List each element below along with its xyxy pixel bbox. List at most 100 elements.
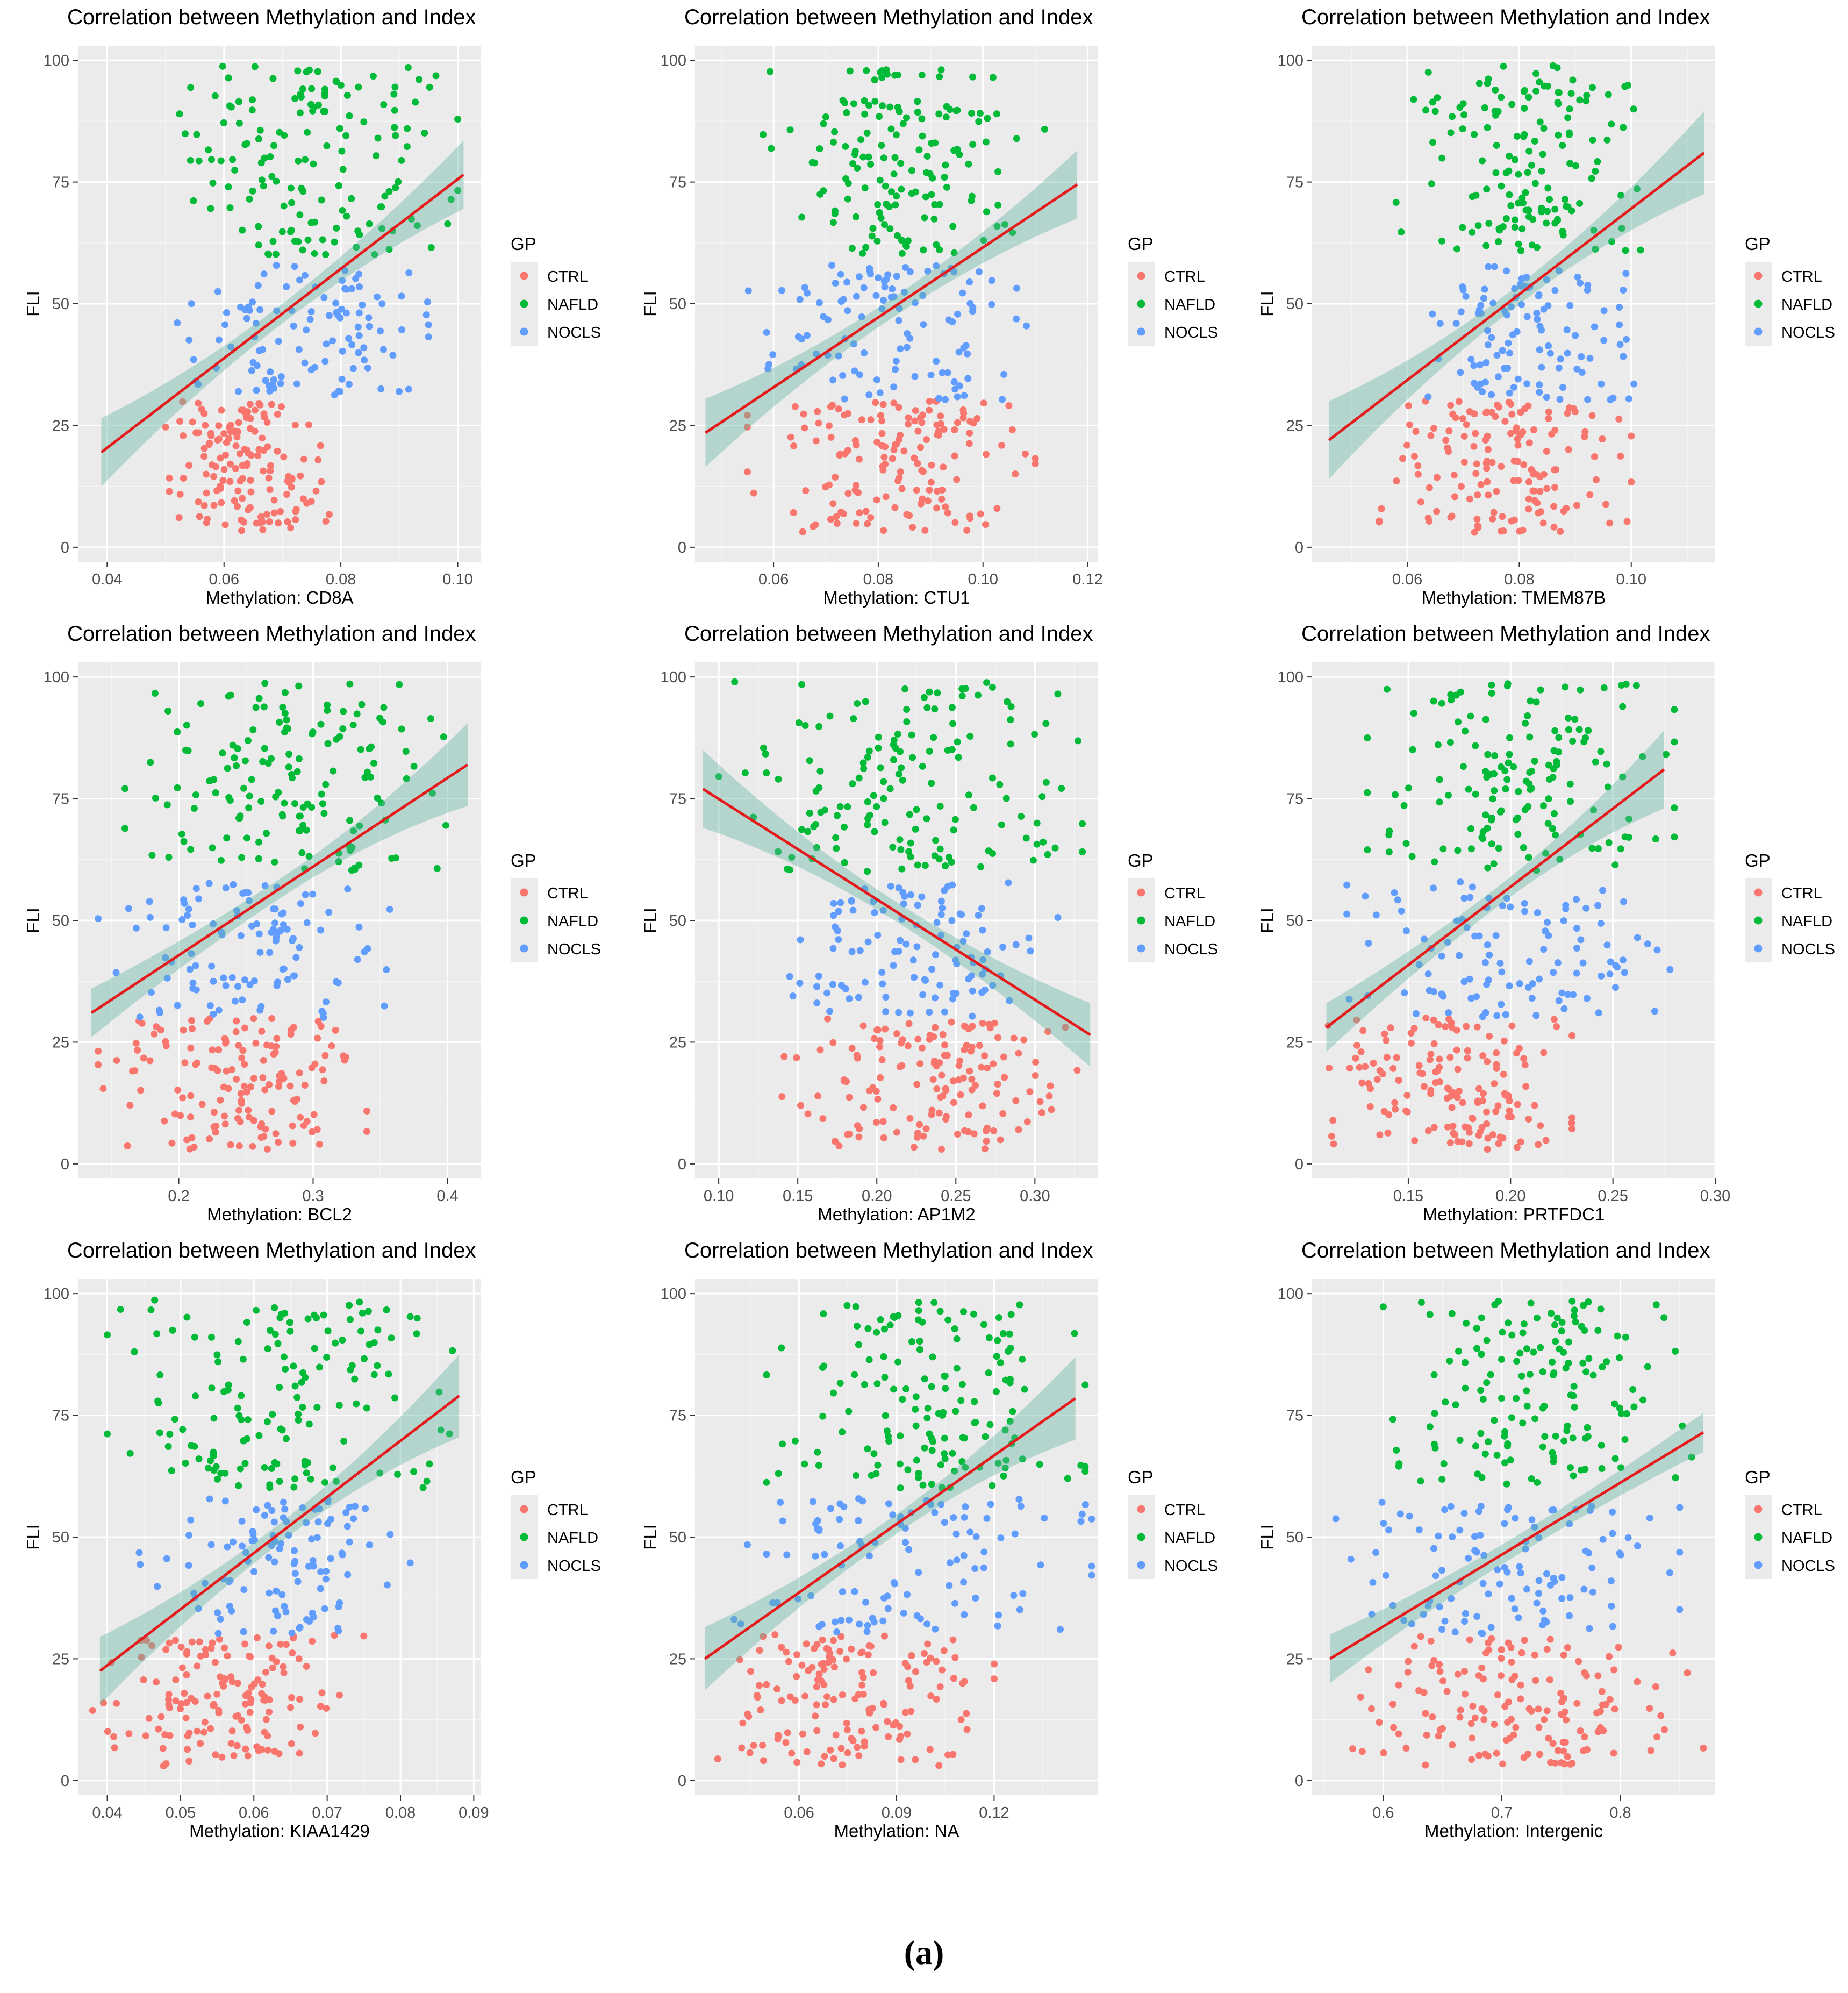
data-point-ctrl [949, 1751, 957, 1758]
x-axis-title: Methylation: Intergenic [1424, 1821, 1603, 1841]
legend-label: NAFLD [1164, 1530, 1215, 1547]
data-point-nafld [915, 1299, 922, 1306]
data-point-ctrl [1403, 441, 1411, 449]
data-point-nafld [210, 776, 218, 783]
data-point-nocls [240, 1628, 247, 1635]
data-point-nafld [1457, 688, 1464, 696]
data-point-nafld [849, 160, 857, 167]
data-point-ctrl [1700, 1744, 1707, 1752]
data-point-ctrl [1430, 1124, 1438, 1131]
data-point-ctrl [1376, 1067, 1384, 1074]
data-point-nocls [342, 309, 350, 317]
data-point-nocls [248, 367, 255, 374]
data-point-nocls [310, 1562, 317, 1570]
data-point-ctrl [948, 1018, 955, 1026]
data-point-nocls [999, 944, 1007, 951]
data-point-nocls [146, 898, 153, 905]
data-point-nafld [982, 138, 990, 146]
data-point-ctrl [1469, 1734, 1476, 1742]
data-point-ctrl [897, 1039, 905, 1047]
data-point-ctrl [793, 1759, 801, 1766]
data-point-ctrl [912, 1668, 919, 1675]
data-point-nafld [1545, 795, 1552, 803]
data-point-ctrl [1557, 528, 1564, 535]
data-point-ctrl [283, 490, 291, 498]
data-point-ctrl [858, 416, 865, 424]
data-point-nocls [1449, 1533, 1456, 1541]
data-point-nocls [901, 1525, 909, 1532]
data-point-nafld [1625, 815, 1632, 823]
series-ctrl [778, 1015, 1081, 1153]
data-point-nocls [189, 921, 196, 928]
data-point-ctrl [1520, 461, 1528, 468]
data-point-nocls [192, 962, 199, 969]
data-point-nocls [853, 292, 860, 300]
data-point-nafld [1671, 706, 1678, 713]
data-point-ctrl [1383, 1054, 1391, 1061]
data-point-nafld [920, 246, 927, 254]
data-point-ctrl [855, 1752, 863, 1760]
data-point-ctrl [262, 1125, 269, 1133]
data-point-ctrl [862, 508, 870, 515]
y-tick-label: 75 [52, 174, 69, 191]
data-point-ctrl [225, 1085, 232, 1092]
data-point-nafld [965, 160, 972, 168]
data-point-nafld [871, 97, 879, 105]
data-point-nafld [261, 680, 269, 687]
data-point-nocls [274, 1612, 281, 1619]
legend-marker-ctrl [1137, 272, 1145, 280]
data-point-nafld [896, 836, 904, 844]
data-point-ctrl [236, 450, 243, 458]
data-point-nocls [1476, 361, 1484, 369]
data-point-ctrl [940, 1647, 948, 1654]
data-point-ctrl [232, 442, 240, 449]
data-point-nocls [744, 287, 752, 295]
data-point-ctrl [232, 1028, 240, 1035]
data-point-nafld [930, 215, 938, 223]
data-point-ctrl [1551, 466, 1558, 474]
data-point-nocls [1426, 987, 1433, 994]
data-point-nafld [321, 1478, 328, 1486]
data-point-ctrl [797, 1102, 805, 1109]
data-point-nocls [398, 326, 406, 334]
data-point-nafld [370, 1339, 378, 1346]
data-point-ctrl [360, 1632, 368, 1640]
data-point-ctrl [214, 437, 221, 444]
legend-title: GP [1745, 1467, 1771, 1487]
data-point-ctrl [916, 1060, 924, 1068]
data-point-nafld [302, 1374, 309, 1381]
data-point-nafld [877, 215, 885, 222]
data-point-nafld [1492, 87, 1499, 94]
data-point-nafld [968, 110, 976, 117]
data-point-nocls [1554, 959, 1562, 967]
data-point-ctrl [272, 1130, 280, 1138]
data-point-ctrl [227, 1673, 235, 1681]
data-point-nafld [353, 710, 361, 718]
data-point-nocls [332, 299, 340, 307]
data-point-nocls [1586, 354, 1594, 362]
data-point-nafld [1522, 189, 1529, 196]
data-point-nafld [1042, 720, 1050, 727]
data-point-nafld [290, 1483, 298, 1491]
data-point-nafld [1525, 94, 1532, 101]
x-tick-label: 0.06 [239, 1804, 269, 1821]
data-point-nocls [906, 268, 914, 276]
data-point-nocls [815, 1527, 823, 1534]
data-point-nafld [1566, 131, 1573, 138]
data-point-ctrl [1555, 1747, 1562, 1754]
data-point-nafld [798, 681, 805, 688]
data-point-nafld [842, 175, 850, 182]
data-point-ctrl [1373, 1076, 1381, 1083]
data-point-nafld [941, 1372, 948, 1380]
data-point-nocls [935, 395, 943, 402]
data-point-nocls [154, 1583, 161, 1590]
data-point-ctrl [129, 1067, 137, 1075]
y-tick-label: 100 [44, 1285, 69, 1303]
data-point-nafld [226, 797, 234, 804]
data-point-nafld [879, 102, 886, 110]
data-point-nocls [1015, 1496, 1023, 1503]
data-point-nocls [879, 1617, 887, 1625]
legend-label: NOCLS [1781, 324, 1835, 341]
data-point-nocls [1016, 1606, 1023, 1613]
